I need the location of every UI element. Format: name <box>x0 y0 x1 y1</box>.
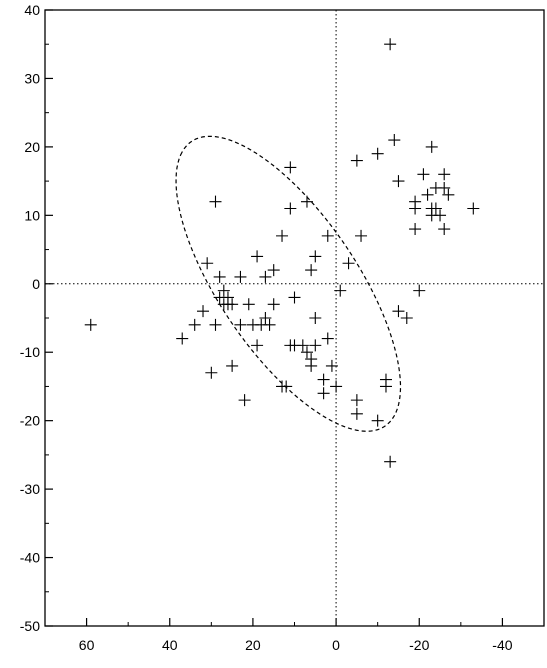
y-axis: 40 30 20 10 0 -10 -20 -30 -40 -50 <box>20 2 53 634</box>
data-point <box>201 257 214 270</box>
y-tick-label: -50 <box>20 618 40 634</box>
data-point <box>242 298 255 311</box>
data-point <box>421 188 434 201</box>
data-point <box>442 188 455 201</box>
y-tick-label: -10 <box>20 344 40 360</box>
data-point <box>438 168 451 181</box>
data-point <box>251 339 264 352</box>
data-point <box>217 284 230 297</box>
data-point <box>84 318 97 331</box>
data-point <box>438 223 451 236</box>
data-point <box>392 175 405 188</box>
x-tick-label: 0 <box>332 637 340 653</box>
data-point <box>267 298 280 311</box>
data-point <box>350 407 363 420</box>
data-point <box>197 305 210 318</box>
data-point <box>305 264 318 277</box>
data-point <box>350 394 363 407</box>
data-point <box>209 318 222 331</box>
data-point <box>205 366 218 379</box>
data-point <box>417 168 430 181</box>
data-point <box>379 380 392 393</box>
y-tick-label: -40 <box>20 550 40 566</box>
y-tick-label: -20 <box>20 413 40 429</box>
y-tick-label: 0 <box>32 276 40 292</box>
data-point <box>284 161 297 174</box>
data-point <box>226 298 239 311</box>
reference-lines <box>45 10 544 626</box>
data-point <box>305 359 318 372</box>
data-point <box>321 229 334 242</box>
data-points <box>84 38 480 468</box>
data-point <box>309 339 322 352</box>
data-point <box>392 305 405 318</box>
data-point <box>221 291 234 304</box>
data-point <box>300 195 313 208</box>
x-tick-label: 40 <box>162 637 178 653</box>
data-point <box>234 270 247 283</box>
data-point <box>259 312 272 324</box>
data-point <box>209 195 222 208</box>
x-tick-label: 60 <box>79 637 95 653</box>
data-point <box>334 284 347 297</box>
data-point <box>425 140 438 153</box>
y-tick-label: -30 <box>20 481 40 497</box>
data-point <box>413 284 426 297</box>
data-point <box>288 291 301 304</box>
y-tick-label: 10 <box>24 207 40 223</box>
data-point <box>438 181 451 194</box>
data-point <box>263 318 276 331</box>
data-point <box>309 250 322 263</box>
x-tick-label: -20 <box>409 637 429 653</box>
data-point <box>213 270 226 283</box>
data-point <box>388 134 401 147</box>
confidence-ellipse <box>175 135 402 432</box>
data-point <box>226 359 239 372</box>
data-point <box>400 312 413 324</box>
confidence-ellipse-layer <box>175 135 402 432</box>
data-point <box>371 414 384 427</box>
x-axis: 60 40 20 0 -20 -40 <box>44 618 545 653</box>
y-tick-label: 30 <box>24 70 40 86</box>
data-point <box>434 209 447 222</box>
data-point <box>371 147 384 160</box>
data-point <box>259 270 272 283</box>
y-tick-label: 20 <box>24 139 40 155</box>
data-point <box>317 373 330 386</box>
data-point <box>342 257 355 270</box>
data-point <box>251 250 264 263</box>
x-tick-label: 20 <box>245 637 261 653</box>
data-point <box>309 312 322 324</box>
data-point <box>176 332 189 345</box>
y-tick-label: 40 <box>24 2 40 18</box>
data-point <box>321 332 334 345</box>
data-point <box>350 154 363 167</box>
data-point <box>467 202 480 215</box>
data-point <box>409 223 422 236</box>
data-point <box>267 264 280 277</box>
data-point <box>325 359 338 372</box>
data-point <box>384 455 397 468</box>
data-point <box>238 394 251 407</box>
data-point <box>317 387 330 400</box>
data-point <box>355 229 368 242</box>
data-point <box>330 380 343 393</box>
plot-frame <box>44 9 545 627</box>
data-point <box>188 318 201 331</box>
data-point <box>429 202 442 215</box>
data-point <box>280 380 293 393</box>
data-point <box>234 318 247 331</box>
data-point <box>284 202 297 215</box>
data-point <box>276 229 289 242</box>
data-point <box>296 339 309 352</box>
data-point <box>300 346 313 359</box>
data-point <box>384 38 397 51</box>
x-tick-label: -40 <box>492 637 512 653</box>
data-point <box>409 202 422 215</box>
